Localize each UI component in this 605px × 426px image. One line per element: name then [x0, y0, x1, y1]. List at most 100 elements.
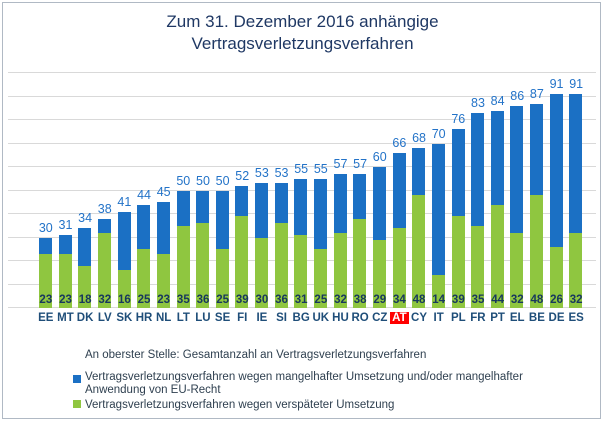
- bar-late-segment-HU: [333, 232, 347, 308]
- bar-late-segment-CY: [412, 195, 426, 308]
- bar-deficient-segment-EL: [510, 105, 524, 233]
- late-count-label-ES: 32: [569, 294, 583, 306]
- late-count-label-SK: 16: [117, 294, 131, 306]
- bar-deficient-segment-UK: [314, 178, 327, 250]
- x-label-highlighted-AT: AT: [390, 312, 409, 324]
- bar-deficient-segment-ES: [569, 94, 583, 233]
- x-label-UK: UK: [308, 311, 334, 325]
- total-label-SK: 41: [117, 194, 132, 209]
- x-label-DE: DE: [544, 311, 570, 325]
- x-label-LT: LT: [171, 311, 197, 325]
- total-label-IE: 53: [254, 166, 269, 181]
- total-label-CY: 68: [412, 131, 426, 146]
- x-label-MT: MT: [53, 311, 79, 325]
- bar-late-segment-SK: [117, 270, 131, 308]
- x-label-RO: RO: [347, 311, 373, 325]
- late-count-label-SI: 36: [275, 294, 288, 306]
- bar-group-IE: 53 30: [252, 73, 272, 308]
- x-label-text-UK: UK: [312, 312, 330, 324]
- bar-deficient-segment-BE: [530, 103, 544, 196]
- late-count-label-CY: 48: [412, 294, 426, 306]
- total-label-PT: 84: [490, 93, 505, 108]
- bar-group-NL: 45 23: [154, 73, 174, 308]
- bar-late-segment-DK: [78, 265, 92, 308]
- legend-label-deficient-transposition: Vertragsverletzungsverfahren wegen mange…: [85, 371, 523, 396]
- total-label-SI: 53: [274, 166, 289, 181]
- gridline: [8, 119, 596, 120]
- total-label-EE: 30: [38, 220, 53, 235]
- bar-deficient-segment-PL: [451, 129, 465, 217]
- bar-deficient-segment-LT: [176, 190, 190, 226]
- bar-late-segment-EL: [510, 232, 524, 308]
- bar-late-segment-PT: [490, 204, 504, 308]
- late-count-label-BG: 31: [294, 294, 308, 306]
- legend-totals-note: An oberster Stelle: Gesamtanzahl an Vert…: [85, 349, 427, 361]
- bar-deficient-segment-PT: [490, 110, 504, 205]
- x-label-text-DE: DE: [548, 312, 565, 324]
- bar-deficient-segment-IT: [431, 143, 445, 276]
- x-label-FI: FI: [229, 311, 255, 325]
- bar-group-PT: 84 44: [488, 73, 508, 308]
- bar-group-CZ: 60 29: [370, 73, 390, 308]
- total-label-MT: 31: [58, 218, 73, 233]
- chart-title: Zum 31. Dezember 2016 anhängige Vertrags…: [0, 11, 605, 55]
- total-label-RO: 57: [353, 157, 368, 172]
- bar-group-IT: 70 14: [429, 73, 449, 308]
- bar-late-segment-AT: [392, 228, 406, 308]
- bar-deficient-segment-LV: [97, 218, 111, 233]
- bar-deficient-segment-CY: [412, 148, 426, 196]
- bar-late-segment-DE: [549, 246, 563, 308]
- x-label-text-ES: ES: [568, 312, 584, 324]
- x-label-PL: PL: [446, 311, 472, 325]
- bar-deficient-segment-DK: [78, 228, 92, 266]
- x-label-text-MT: MT: [57, 312, 74, 324]
- bar-group-LU: 50 36: [193, 73, 213, 308]
- late-count-label-PT: 44: [491, 294, 504, 306]
- bar-group-UK: 55 25: [311, 73, 331, 308]
- gridline: [8, 166, 596, 167]
- total-label-DE: 91: [549, 77, 564, 92]
- bar-deficient-segment-CZ: [372, 167, 386, 240]
- x-label-SI: SI: [269, 311, 295, 325]
- late-count-label-HR: 25: [137, 294, 151, 306]
- bar-group-EL: 86 32: [507, 73, 527, 308]
- total-label-CZ: 60: [372, 150, 387, 164]
- total-label-HU: 57: [333, 157, 348, 172]
- x-label-BG: BG: [288, 311, 314, 325]
- late-count-label-IE: 30: [255, 294, 269, 306]
- bar-late-segment-HR: [137, 249, 151, 308]
- x-label-SK: SK: [112, 311, 138, 325]
- bar-group-PL: 76 39: [449, 73, 469, 308]
- plot-area: 30 23 31 23 34 18 38 32 41 16 44 25 45 23 50 35 50 36 50 25…: [8, 72, 596, 308]
- bar-late-segment-FI: [235, 216, 249, 308]
- late-count-label-EE: 23: [39, 294, 53, 306]
- bar-late-segment-IE: [255, 237, 269, 308]
- legend-swatch-green-icon: [73, 400, 81, 408]
- total-label-HR: 44: [137, 187, 151, 202]
- bar-group-LT: 50 35: [174, 73, 194, 308]
- x-label-LU: LU: [190, 311, 216, 325]
- bar-group-BE: 87 48: [527, 73, 547, 308]
- bar-late-segment-NL: [156, 253, 170, 308]
- late-count-label-HU: 32: [334, 294, 347, 306]
- gridline: [8, 72, 596, 73]
- x-label-text-EL: EL: [509, 312, 525, 324]
- legend-swatch-blue-icon: [73, 375, 81, 383]
- late-count-label-MT: 23: [59, 294, 72, 306]
- bar-group-HR: 44 25: [134, 73, 154, 308]
- bar-late-segment-UK: [314, 249, 327, 308]
- bar-deficient-segment-BG: [294, 178, 308, 236]
- x-label-NL: NL: [151, 311, 177, 325]
- late-count-label-LT: 35: [176, 294, 190, 306]
- bar-late-segment-BG: [294, 235, 308, 308]
- x-label-text-LV: LV: [97, 312, 112, 324]
- bar-late-segment-SE: [215, 249, 229, 308]
- total-label-NL: 45: [156, 185, 171, 200]
- bar-deficient-segment-LU: [196, 190, 210, 224]
- bar-group-SE: 50 25: [213, 73, 233, 308]
- x-label-text-NL: NL: [155, 312, 172, 324]
- late-count-label-UK: 25: [314, 294, 328, 306]
- total-label-SE: 50: [215, 173, 230, 188]
- bar-group-BG: 55 31: [291, 73, 311, 308]
- bar-deficient-segment-HR: [137, 204, 151, 250]
